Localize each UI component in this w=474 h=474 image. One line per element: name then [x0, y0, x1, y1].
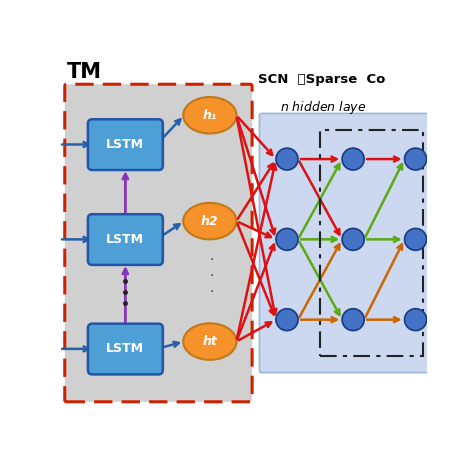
- Text: LSTM: LSTM: [106, 233, 145, 246]
- FancyBboxPatch shape: [88, 324, 163, 374]
- Text: TM: TM: [66, 63, 101, 82]
- Text: LSTM: LSTM: [106, 138, 145, 151]
- Circle shape: [276, 228, 298, 250]
- Text: SCN  （Sparse  Co: SCN （Sparse Co: [258, 73, 385, 86]
- Bar: [320, 130, 423, 356]
- FancyBboxPatch shape: [259, 113, 428, 373]
- Circle shape: [276, 148, 298, 170]
- Circle shape: [342, 148, 364, 170]
- Text: h₁: h₁: [203, 109, 217, 122]
- Text: h2: h2: [201, 215, 219, 228]
- Ellipse shape: [183, 203, 237, 239]
- Text: $n$ hidden laye: $n$ hidden laye: [280, 99, 366, 116]
- Circle shape: [342, 228, 364, 250]
- FancyBboxPatch shape: [65, 84, 252, 402]
- Text: ·
·
·: · · ·: [210, 253, 214, 299]
- Circle shape: [404, 148, 427, 170]
- FancyBboxPatch shape: [88, 119, 163, 170]
- Circle shape: [342, 309, 364, 331]
- Ellipse shape: [183, 323, 237, 360]
- Circle shape: [404, 309, 427, 331]
- Text: ht: ht: [202, 335, 217, 348]
- FancyBboxPatch shape: [88, 214, 163, 265]
- Circle shape: [276, 309, 298, 331]
- Text: LSTM: LSTM: [106, 342, 145, 356]
- Ellipse shape: [183, 97, 237, 134]
- Circle shape: [404, 228, 427, 250]
